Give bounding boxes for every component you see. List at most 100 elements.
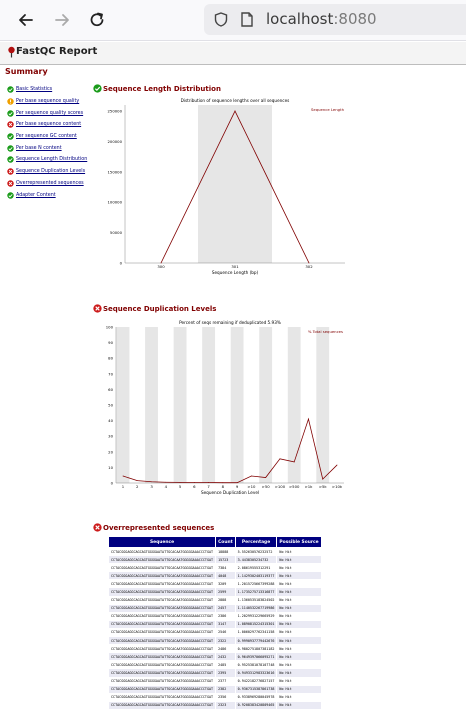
x-tick-label: 6 <box>193 484 196 489</box>
url-text[interactable]: localhost:8080 <box>266 10 377 28</box>
table-cell: No Hit <box>276 636 322 646</box>
table-cell: 2395 <box>215 668 236 678</box>
summary-link[interactable]: Per base sequence content <box>16 122 82 128</box>
x-tick-label: 3 <box>150 484 153 489</box>
x-tick-label: 302 <box>305 264 313 269</box>
summary-link[interactable]: Per base N content <box>16 145 62 151</box>
pass-icon <box>7 133 14 140</box>
table-cell: 2386 <box>215 611 236 621</box>
table-cell: 2356 <box>215 692 236 702</box>
summary-item[interactable]: Basic Statistics <box>7 84 87 96</box>
pass-icon <box>93 84 102 93</box>
pass-icon <box>7 156 14 164</box>
x-tick-label: 8 <box>222 484 225 489</box>
table-cell: CCTACGGGAGGCAGCAGTGGGGAATATTGCACAATGGGGG… <box>107 684 217 694</box>
x-axis-label: Sequence Duplication Level <box>201 490 259 495</box>
summary-link[interactable]: Basic Statistics <box>16 87 53 93</box>
summary-link[interactable]: Adapter Content <box>16 192 56 198</box>
shield-icon[interactable] <box>214 12 228 27</box>
summary-link[interactable]: Overrepresented sequences <box>16 180 84 186</box>
forward-arrow-icon[interactable] <box>52 10 72 30</box>
table-cell: 2322 <box>215 636 236 646</box>
back-arrow-icon[interactable] <box>16 10 36 30</box>
summary-link[interactable]: Per base sequence quality <box>16 99 80 105</box>
table-cell: 2485 <box>215 660 236 670</box>
table-cell: No Hit <box>276 603 322 613</box>
dup-module-title: Sequence Duplication Levels <box>103 304 217 313</box>
table-row: CCTACGGGAGGCAGCAGTGGGGAATATTGCACAATGGGGG… <box>107 611 322 621</box>
y-tick-label: 10 <box>108 465 113 470</box>
summary-link[interactable]: Sequence Length Distribution <box>16 157 88 163</box>
table-row: CCTACGGGAGGCAGCAGTGGGGAATATTGCACAATGGGGG… <box>107 587 322 597</box>
table-cell: CCTACGGGAGGCAGCAGTGGGGAATATTGCACAATGGGGG… <box>107 668 217 678</box>
table-cell: No Hit <box>276 676 322 686</box>
legend-label: % Total sequences <box>308 329 343 334</box>
data-point <box>151 481 152 483</box>
bg-stripe <box>287 327 301 483</box>
table-cell: CCTACGGGAGGCAGCAGTGGGGAATATTGCACAATGGGGG… <box>107 636 217 646</box>
table-row: CCTACGGGAGGCAGCAGTGGGGAATATTGCACAATGGGGG… <box>107 668 322 678</box>
bg-stripe <box>116 327 130 483</box>
table-row: CCTACGGGAGGCAGCAGTGGGGAATATTGCACAATGGGGG… <box>107 644 322 654</box>
summary-item[interactable]: Sequence Duplication Levels <box>7 166 87 178</box>
y-tick-label: 0 <box>111 481 114 486</box>
url-host: localhost <box>266 10 334 28</box>
summary-item[interactable]: Sequence Length Distribution <box>7 154 87 166</box>
fail-icon <box>7 168 14 175</box>
data-point <box>279 458 281 460</box>
report-header: FastQC Report <box>0 42 466 65</box>
data-point <box>322 478 324 480</box>
table-row: CCTACGGGAGGCAGCAGTGGGGAATATTGCACAATGGGGG… <box>107 660 322 670</box>
summary-link[interactable]: Sequence Duplication Levels <box>16 169 86 175</box>
data-point <box>165 481 167 483</box>
table-cell: No Hit <box>276 652 322 662</box>
table-cell: No Hit <box>276 644 322 654</box>
x-tick-label: >1k <box>305 484 314 489</box>
page-icon[interactable] <box>240 12 254 27</box>
summary-item[interactable]: Per sequence GC content <box>7 131 87 143</box>
x-tick-label: >500 <box>289 484 300 489</box>
summary-item[interactable]: Overrepresented sequences <box>7 178 87 190</box>
legend-label: Sequence Length <box>311 107 345 112</box>
table-cell: CCTACGGGAGGCAGCAGTGGGGAATATTGCACAATGGGGG… <box>107 571 217 581</box>
table-row: CCTACGGGAGGCAGCAGTGGGGAATATTGCACAATGGGGG… <box>107 595 322 605</box>
reload-icon[interactable] <box>87 10 107 30</box>
summary-title: Summary <box>5 67 48 76</box>
table-cell: 2377 <box>215 676 236 686</box>
data-point <box>336 464 338 466</box>
table-row: CCTACGGGAGGCAGCAGTGGGGAATATTGCACAATGGGGG… <box>107 700 322 710</box>
table-cell: 0.9208383420809465 <box>234 700 278 710</box>
bg-stripe <box>230 327 244 483</box>
table-row: CCTACGGGAGGCAGCAGTGGGGAATATTGCACAATGGGGG… <box>107 563 322 573</box>
chart-title: Percent of seqs remaining if deduplicate… <box>179 320 281 325</box>
table-body: CCTACGGGAGGCAGCAGTGGGGAATATTGCACAATGGGGG… <box>107 546 322 710</box>
summary-item[interactable]: Per base N content <box>7 142 87 154</box>
summary-item[interactable]: Per base sequence content <box>7 119 87 131</box>
table-cell: CCTACGGGAGGCAGCAGTGGGGAATATTGCACAATGGGGG… <box>107 546 217 557</box>
data-point <box>265 477 267 478</box>
table-cell: 4048 <box>215 571 236 581</box>
fail-icon <box>93 523 102 532</box>
bg-stripe <box>316 327 330 483</box>
table-cell: CCTACGGGAGGCAGCAGTGGGGAATATTGCACAATGGGGG… <box>107 619 217 629</box>
summary-item[interactable]: Per sequence quality scores <box>7 107 87 119</box>
table-row: CCTACGGGAGGCAGCAGTGGGGAATATTGCACAATGGGGG… <box>107 627 322 638</box>
table-row: CCTACGGGAGGCAGCAGTGGGGAATATTGCACAATGGGGG… <box>107 571 322 581</box>
x-axis-label: Sequence Length (bp) <box>212 270 259 275</box>
table-cell: CCTACGGGAGGCAGCAGTGGGGAATATTGCACAATGGGGG… <box>107 587 217 597</box>
pass-icon <box>7 86 14 94</box>
data-point <box>308 262 310 264</box>
summary-item[interactable]: Per base sequence quality <box>7 96 87 108</box>
table-cell: 2599 <box>215 587 236 597</box>
summary-link[interactable]: Per sequence quality scores <box>16 110 84 116</box>
x-tick-label: >5k <box>319 484 328 489</box>
table-header-row: Sequence Count Percentage Possible Source <box>107 536 322 548</box>
summary-item[interactable]: Adapter Content <box>7 189 87 201</box>
summary-link[interactable]: Per sequence GC content <box>16 134 77 140</box>
table-row: CCTACGGGAGGCAGCAGTGGGGAATATTGCACAATGGGGG… <box>107 652 322 662</box>
report-title: FastQC Report <box>16 46 98 57</box>
dup-module-heading: Sequence Duplication Levels <box>93 304 216 313</box>
table-cell: CCTACGGGAGGCAGCAGTGGGGAATATTGCACAATGGGGG… <box>107 555 217 565</box>
url-bar[interactable]: localhost:8080 <box>204 4 466 35</box>
table-cell: CCTACGGGAGGCAGCAGTGGGGAATATTGCACAATGGGGG… <box>107 611 217 621</box>
